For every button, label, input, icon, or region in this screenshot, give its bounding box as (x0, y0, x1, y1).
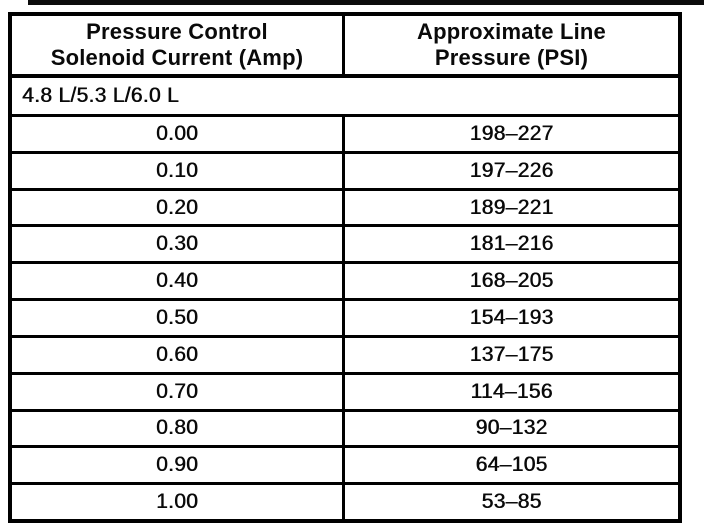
header-solenoid-current: Pressure Control Solenoid Current (Amp) (12, 16, 345, 74)
pressure-cell: 90–132 (475, 416, 548, 440)
current-cell: 0.10 (12, 153, 345, 188)
pressure-cell: 64–105 (475, 453, 548, 477)
header-line-pressure: Approximate Line Pressure (PSI) (345, 16, 678, 74)
pressure-cell: 189–221 (469, 195, 554, 219)
line-pressure-table: Pressure Control Solenoid Current (Amp) … (8, 12, 682, 523)
table-row: 0.30 181–216 (12, 224, 678, 262)
table-row: 0.50 154–193 (12, 298, 678, 335)
current-cell: 0.20 (12, 190, 345, 225)
scan-artifact-line (28, 0, 704, 5)
pressure-cell: 154–193 (469, 305, 554, 329)
pressure-cell: 137–175 (469, 342, 554, 366)
table-row: 0.70 114–156 (12, 371, 678, 409)
pressure-cell: 114–156 (470, 379, 553, 403)
current-cell: 0.60 (12, 337, 345, 372)
table-row: 1.00 53–85 (12, 482, 678, 519)
engine-designation-label: 4.8 L/5.3 L/6.0 L (22, 84, 179, 107)
table-header-row: Pressure Control Solenoid Current (Amp) … (12, 16, 678, 75)
pressure-cell: 181–216 (469, 232, 554, 256)
current-cell: 0.50 (12, 301, 345, 335)
pressure-cell: 197–226 (469, 158, 554, 182)
current-cell: 0.30 (12, 227, 345, 262)
current-cell: 0.40 (12, 264, 345, 299)
pressure-cell: 168–205 (469, 269, 554, 293)
header-solenoid-current-line1: Pressure Control (86, 19, 268, 44)
header-solenoid-current-line2: Solenoid Current (Amp) (50, 45, 304, 70)
table-row: 0.80 90–132 (12, 408, 678, 446)
table-row: 0.40 168–205 (12, 261, 678, 299)
current-cell: 1.00 (12, 485, 345, 519)
current-cell: 0.80 (12, 411, 345, 446)
header-line-pressure-line2: Pressure (PSI) (434, 45, 589, 70)
engine-designation-row: 4.8 L/5.3 L/6.0 L (12, 75, 678, 114)
current-cell: 0.90 (12, 448, 345, 483)
current-cell: 0.70 (12, 374, 345, 409)
table-row: 0.10 197–226 (12, 150, 678, 188)
current-cell: 0.00 (12, 117, 345, 151)
table-row: 0.90 64–105 (12, 445, 678, 483)
table-row: 0.00 198–227 (12, 114, 678, 151)
table-row: 0.60 137–175 (12, 334, 678, 372)
pressure-cell: 53–85 (481, 490, 542, 514)
header-line-pressure-line1: Approximate Line (416, 19, 606, 44)
pressure-cell: 198–227 (469, 121, 554, 145)
table-row: 0.20 189–221 (12, 187, 678, 225)
